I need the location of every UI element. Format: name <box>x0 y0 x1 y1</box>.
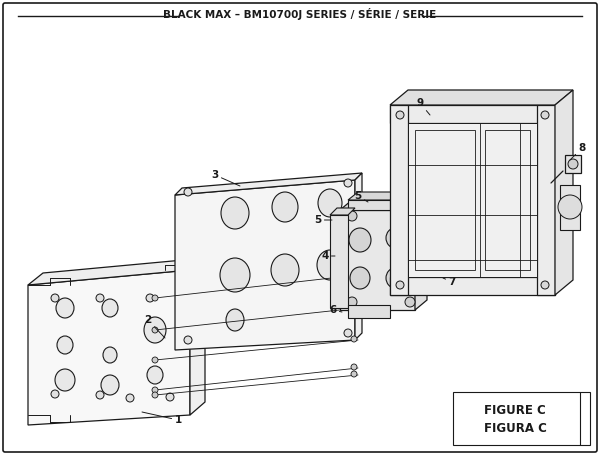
Ellipse shape <box>272 192 298 222</box>
Polygon shape <box>190 258 205 415</box>
Polygon shape <box>537 105 555 295</box>
Circle shape <box>421 286 429 294</box>
Polygon shape <box>175 173 362 195</box>
Polygon shape <box>348 305 390 318</box>
Polygon shape <box>555 90 573 295</box>
Polygon shape <box>348 192 400 200</box>
Ellipse shape <box>226 309 244 331</box>
Ellipse shape <box>144 317 166 343</box>
Circle shape <box>347 211 357 221</box>
Circle shape <box>166 393 174 401</box>
Ellipse shape <box>317 250 343 280</box>
Circle shape <box>152 392 158 398</box>
Circle shape <box>396 111 404 119</box>
Polygon shape <box>415 248 445 295</box>
Ellipse shape <box>221 197 249 229</box>
Ellipse shape <box>349 228 371 252</box>
Text: FIGURA C: FIGURA C <box>484 421 547 435</box>
Polygon shape <box>28 270 190 425</box>
Circle shape <box>351 371 357 377</box>
Polygon shape <box>560 185 580 230</box>
Polygon shape <box>390 105 408 295</box>
Circle shape <box>96 391 104 399</box>
Ellipse shape <box>271 254 299 286</box>
Ellipse shape <box>101 375 119 395</box>
Circle shape <box>152 387 158 393</box>
Text: 6: 6 <box>329 305 342 315</box>
Polygon shape <box>390 277 555 295</box>
Text: 8: 8 <box>570 143 586 160</box>
Circle shape <box>126 394 134 402</box>
FancyBboxPatch shape <box>3 3 597 452</box>
Text: 7: 7 <box>443 277 455 287</box>
Circle shape <box>184 188 192 196</box>
Text: 3: 3 <box>211 170 240 186</box>
Circle shape <box>351 304 357 310</box>
Text: 2: 2 <box>145 315 165 338</box>
Circle shape <box>541 111 549 119</box>
Ellipse shape <box>57 336 73 354</box>
Polygon shape <box>415 200 427 310</box>
Polygon shape <box>175 180 355 350</box>
Polygon shape <box>348 200 390 210</box>
Text: 9: 9 <box>416 98 430 115</box>
Circle shape <box>96 294 104 302</box>
Polygon shape <box>390 90 573 105</box>
Polygon shape <box>340 210 415 310</box>
Ellipse shape <box>350 267 370 289</box>
Ellipse shape <box>423 260 443 284</box>
Circle shape <box>344 179 352 187</box>
Text: FIGURE C: FIGURE C <box>484 404 546 416</box>
Polygon shape <box>453 392 590 445</box>
Ellipse shape <box>103 347 117 363</box>
Polygon shape <box>330 215 348 308</box>
Polygon shape <box>390 105 555 123</box>
Circle shape <box>51 390 59 398</box>
Circle shape <box>152 295 158 301</box>
Circle shape <box>351 364 357 370</box>
Text: BLACK MAX – BM10700J SERIES / SÉRIE / SERIE: BLACK MAX – BM10700J SERIES / SÉRIE / SE… <box>163 8 437 20</box>
Polygon shape <box>408 123 537 277</box>
Circle shape <box>344 329 352 337</box>
Circle shape <box>184 336 192 344</box>
Ellipse shape <box>386 228 404 248</box>
Ellipse shape <box>55 369 75 391</box>
Circle shape <box>558 195 582 219</box>
Circle shape <box>351 271 357 277</box>
Polygon shape <box>340 200 427 210</box>
Ellipse shape <box>147 366 163 384</box>
Text: 5: 5 <box>314 215 332 225</box>
Polygon shape <box>355 173 362 340</box>
Circle shape <box>405 211 415 221</box>
Circle shape <box>152 357 158 363</box>
Ellipse shape <box>220 258 250 292</box>
Circle shape <box>421 251 429 259</box>
Text: 1: 1 <box>142 412 182 425</box>
Polygon shape <box>330 208 355 215</box>
Polygon shape <box>28 258 205 285</box>
Circle shape <box>436 286 444 294</box>
Ellipse shape <box>386 268 404 288</box>
Circle shape <box>568 159 578 169</box>
Polygon shape <box>565 155 581 173</box>
Text: 4: 4 <box>322 251 335 261</box>
Circle shape <box>405 297 415 307</box>
Circle shape <box>396 281 404 289</box>
Circle shape <box>146 294 154 302</box>
Circle shape <box>351 336 357 342</box>
Circle shape <box>152 327 158 333</box>
Ellipse shape <box>102 299 118 317</box>
Circle shape <box>436 251 444 259</box>
Text: 5: 5 <box>355 191 368 202</box>
Circle shape <box>51 294 59 302</box>
Circle shape <box>541 281 549 289</box>
Ellipse shape <box>56 298 74 318</box>
Ellipse shape <box>318 189 342 217</box>
Circle shape <box>347 297 357 307</box>
